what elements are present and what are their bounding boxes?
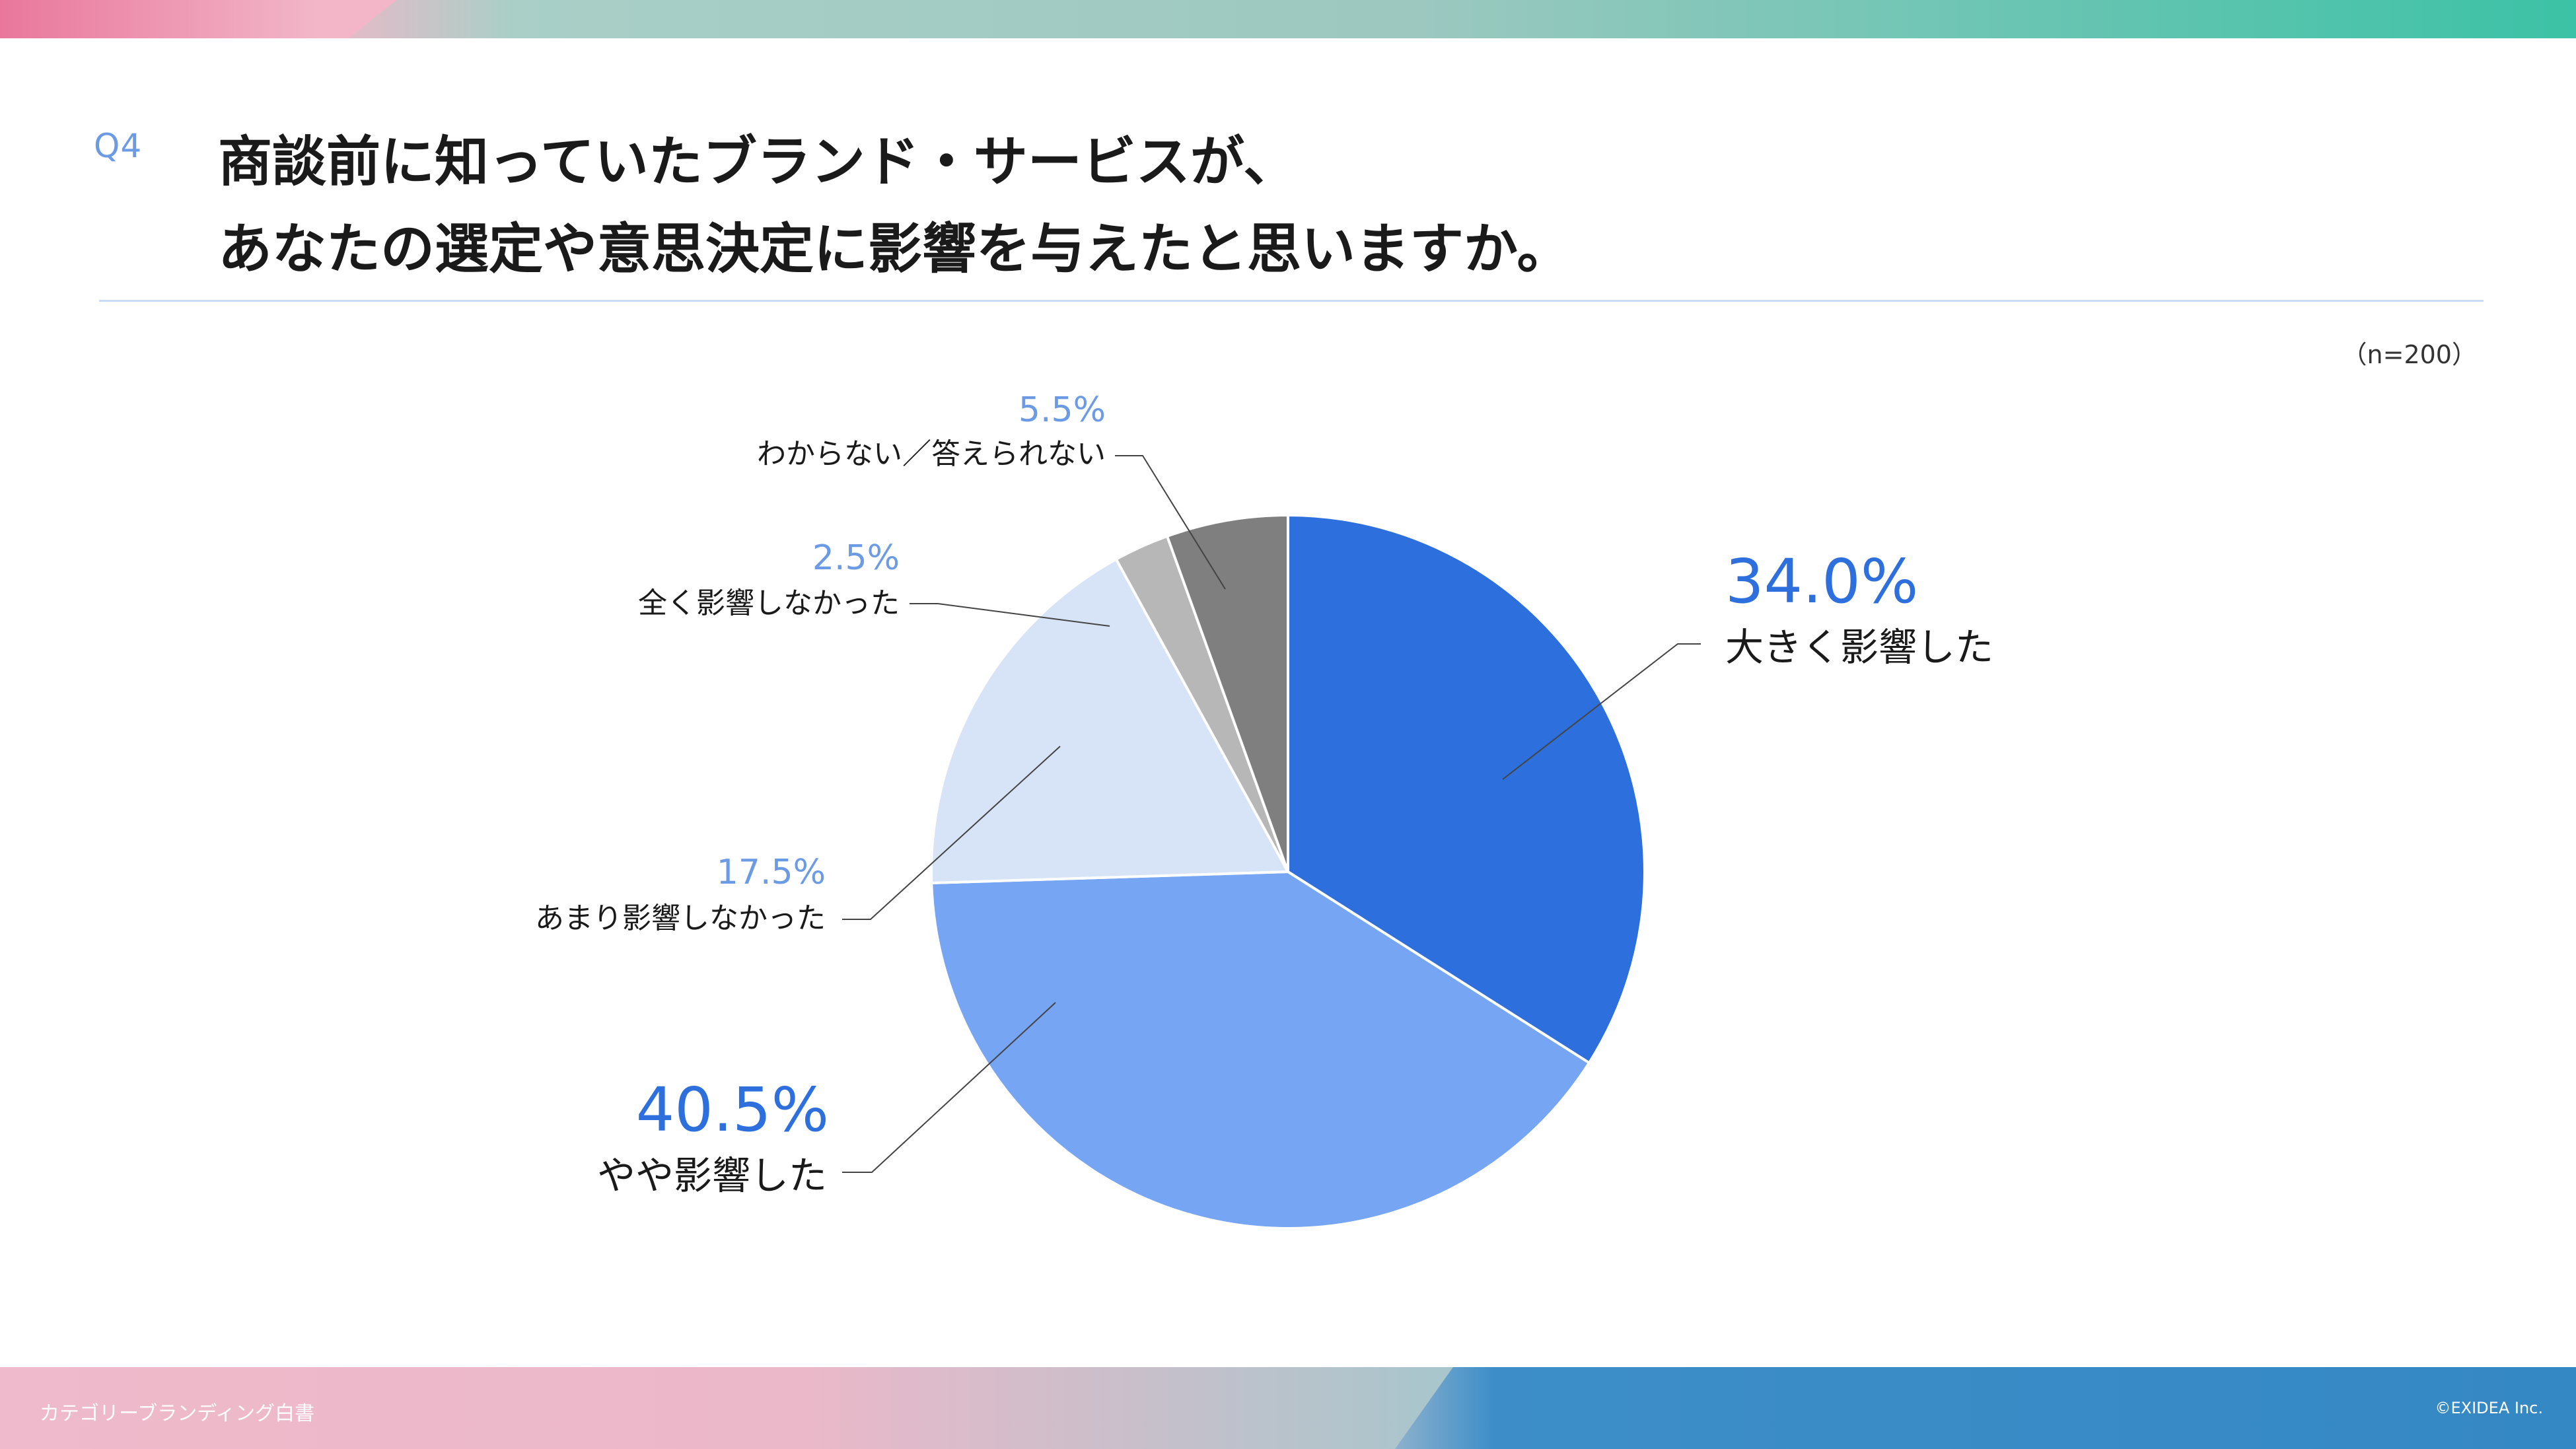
leader-line-0 [1502, 643, 1701, 780]
footer-copyright: ©EXIDEA Inc. [2435, 1399, 2544, 1417]
question-title-line-1: 商談前に知っていたブランド・サービスが、 [218, 131, 1298, 194]
pie-slice-1 [930, 870, 1591, 1230]
slice-value-label-1: 40.5% [636, 1075, 829, 1145]
slice-category-label-0: 大きく影響した [1725, 625, 1993, 670]
slice-value-label-3: 2.5% [812, 538, 900, 578]
pie-slice-0 [1287, 513, 1647, 1065]
bottom-band-pink-segment [0, 1367, 1453, 1449]
top-decorative-band [0, 0, 2576, 38]
top-band-pink-segment [0, 0, 396, 38]
slice-value-label-4: 5.5% [1019, 390, 1106, 430]
title-divider [99, 300, 2484, 302]
pie-slice-4 [1165, 513, 1289, 872]
question-number: Q4 [94, 127, 143, 165]
pie-slice-2 [930, 557, 1291, 885]
footer-publication-title: カテゴリーブランディング白書 [40, 1402, 315, 1425]
slice-category-label-1: やや影響した [597, 1153, 827, 1198]
slice-category-label-3: 全く影響しなかった [638, 586, 900, 620]
slice-category-label-2: あまり影響しなかった [535, 901, 826, 935]
leader-line-3 [910, 603, 1110, 627]
sample-size-label: （n=200） [2342, 340, 2477, 369]
bottom-decorative-band [0, 1367, 2576, 1449]
question-title-line-2: あなたの選定や意思決定に影響を与えたと思いますか。 [218, 218, 1571, 281]
leader-line-2 [842, 746, 1061, 920]
slice-value-label-0: 34.0% [1725, 546, 1918, 617]
question-title: 商談前に知っていたブランド・サービスが、 あなたの選定や意思決定に影響を与えたと… [218, 119, 1571, 293]
leader-line-1 [842, 1002, 1056, 1173]
slice-value-label-2: 17.5% [717, 853, 826, 892]
slice-category-label-4: わからない／答えられない [757, 437, 1106, 471]
leader-line-4 [1115, 455, 1226, 590]
